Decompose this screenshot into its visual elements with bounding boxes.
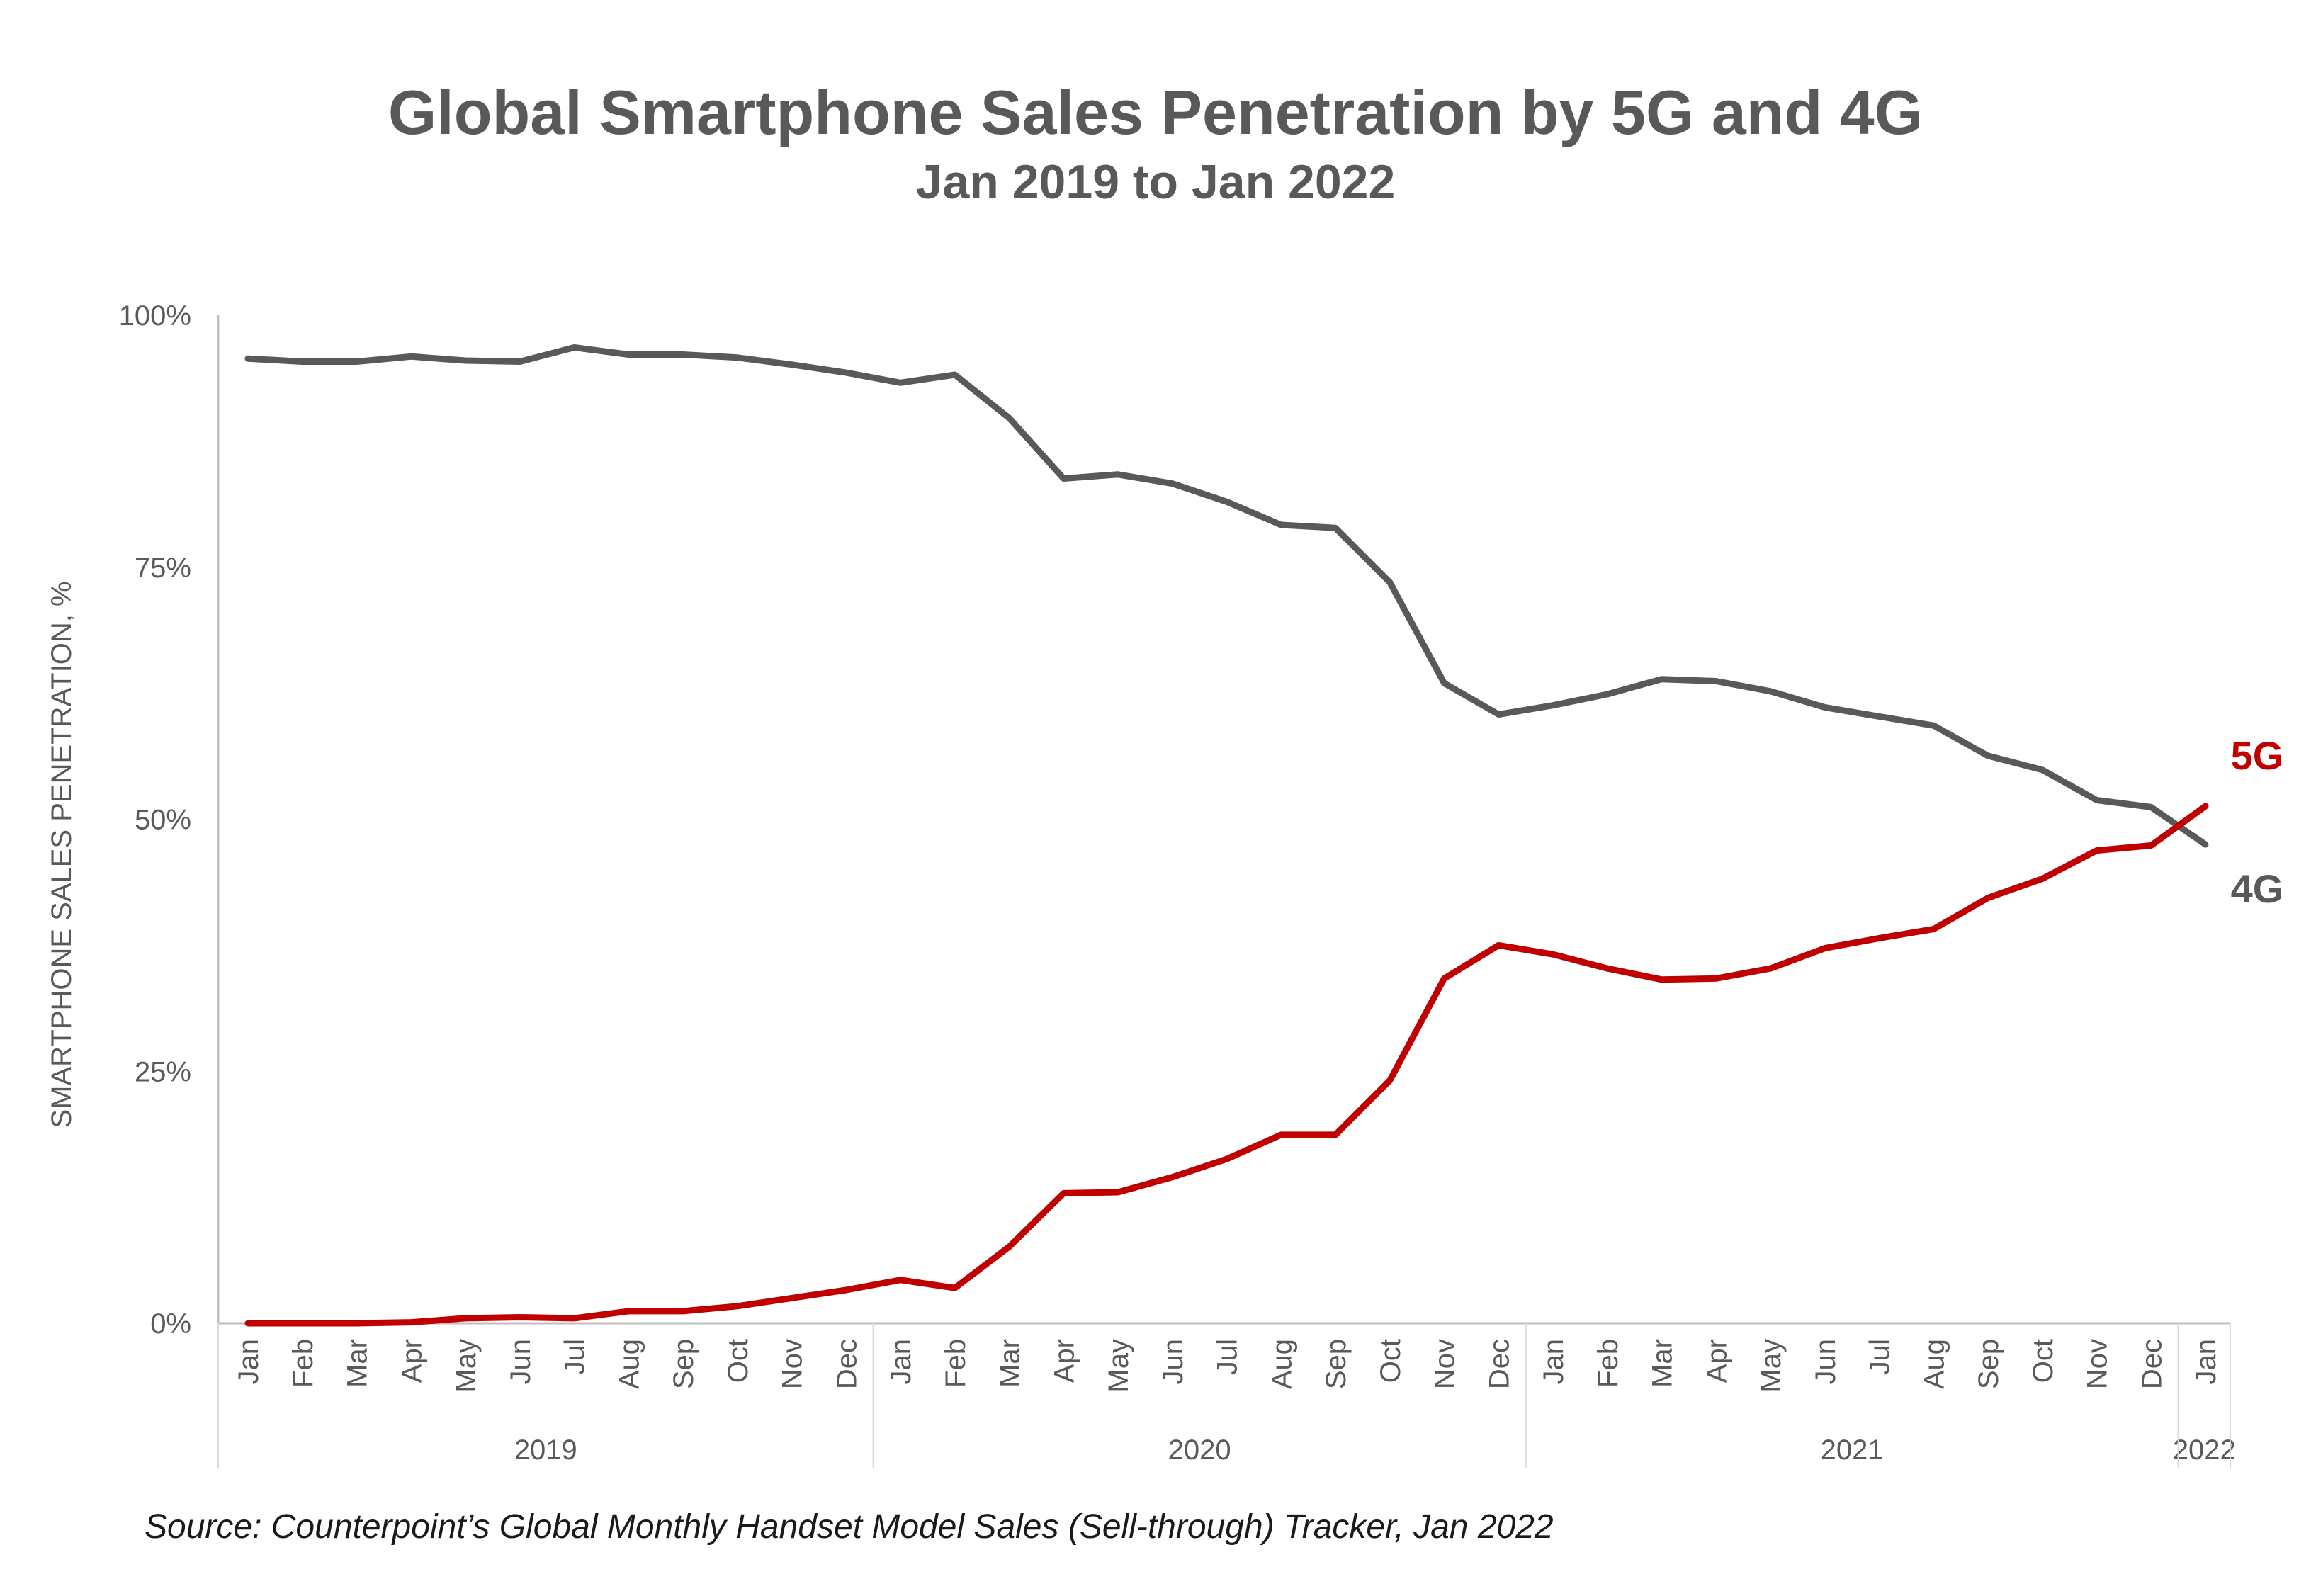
x-tick-label: May	[451, 1339, 482, 1393]
x-tick-label: Dec	[1484, 1339, 1515, 1389]
x-tick-label: Jan	[2191, 1339, 2222, 1385]
x-tick-label: Aug	[1919, 1339, 1950, 1389]
x-tick-label: Dec	[831, 1339, 862, 1389]
x-tick-label: Sep	[1973, 1339, 2004, 1389]
x-tick-label: May	[1103, 1339, 1134, 1393]
x-tick-label: Apr	[1049, 1339, 1080, 1383]
x-axis-ticks: Jan Feb Mar Apr May Jun Jul Aug Sep Oct Nov Dec Jan F…	[217, 1323, 2236, 1468]
y-tick-label: 0%	[150, 1308, 191, 1340]
x-tick-label: Dec	[2136, 1339, 2167, 1389]
x-tick-label: Jan	[1538, 1339, 1569, 1385]
x-tick-label: Oct	[2028, 1339, 2059, 1383]
x-tick-label: May	[1756, 1339, 1787, 1393]
x-tick-label: Jun	[505, 1339, 536, 1385]
x-tick-label: Apr	[1701, 1339, 1732, 1383]
series-line-4g	[244, 344, 2209, 848]
x-tick-label: Aug	[1266, 1339, 1297, 1389]
y-axis-label: SMARTPHONE SALES PENETRATION, %	[46, 581, 77, 1128]
series-label-5g: 5G	[2231, 733, 2284, 778]
x-tick-label: Feb	[1593, 1339, 1624, 1388]
x-tick-label: Mar	[995, 1339, 1026, 1388]
x-tick-label: Oct	[1375, 1339, 1406, 1383]
series-line-5g	[244, 803, 2209, 1327]
year-label: 2019	[514, 1434, 577, 1466]
x-tick-label: Jun	[1810, 1339, 1841, 1385]
y-tick-label: 25%	[135, 1056, 191, 1087]
x-tick-label: Nov	[777, 1339, 808, 1389]
x-tick-label: Jan	[233, 1339, 264, 1385]
x-tick-label: Jun	[1158, 1339, 1189, 1385]
x-tick-label: Jul	[560, 1339, 591, 1375]
x-tick-label: Sep	[1321, 1339, 1352, 1389]
year-label: 2022	[2173, 1434, 2236, 1466]
series-lines	[244, 344, 2209, 1327]
y-tick-label: 100%	[119, 300, 191, 332]
chart-title: Global Smartphone Sales Penetration by 5…	[388, 77, 1923, 147]
year-label: 2021	[1821, 1434, 1884, 1466]
y-tick-label: 50%	[135, 805, 191, 836]
source-note: Source: Counterpoint’s Global Monthly Ha…	[145, 1508, 1554, 1546]
y-axis-ticks: 0% 25% 50% 75% 100%	[119, 300, 191, 1340]
x-tick-label: Oct	[723, 1339, 754, 1383]
x-tick-label: Nov	[1430, 1339, 1461, 1389]
series-end-labels: 4G 5G	[2231, 733, 2284, 911]
x-tick-label: Jan	[886, 1339, 917, 1385]
x-tick-label: Mar	[1647, 1339, 1678, 1388]
x-tick-label: Jul	[1865, 1339, 1896, 1375]
x-tick-label: Apr	[396, 1339, 427, 1383]
x-tick-label: Feb	[288, 1339, 319, 1388]
x-tick-label: Feb	[940, 1339, 971, 1388]
series-label-4g: 4G	[2231, 866, 2284, 911]
x-tick-label: Mar	[342, 1339, 373, 1388]
x-tick-label: Aug	[614, 1339, 645, 1389]
x-tick-label: Jul	[1212, 1339, 1243, 1375]
x-tick-label: Nov	[2082, 1339, 2113, 1389]
chart-subtitle: Jan 2019 to Jan 2022	[915, 155, 1396, 209]
chart-axes	[217, 315, 2230, 1325]
x-tick-label: Sep	[668, 1339, 699, 1389]
year-label: 2020	[1168, 1434, 1231, 1466]
y-tick-label: 75%	[135, 553, 191, 584]
